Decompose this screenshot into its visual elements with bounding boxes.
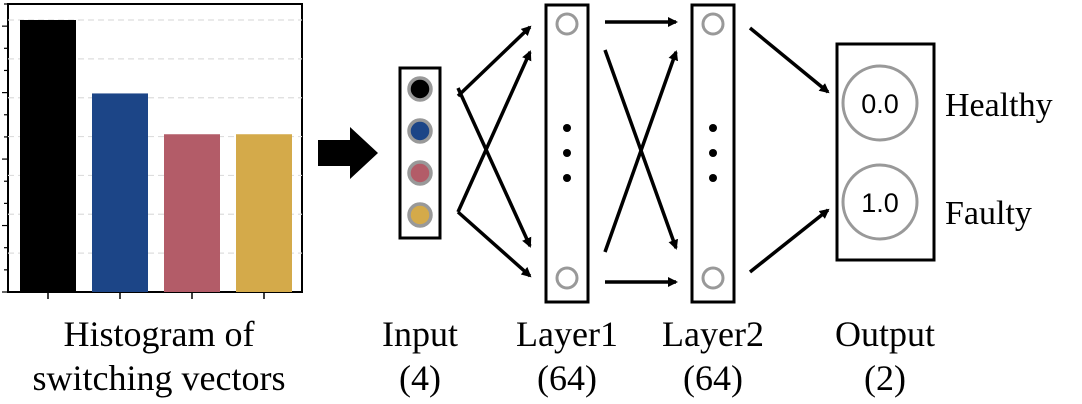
histogram-ticks [2,3,265,299]
input-neuron [407,160,433,186]
layer1 [544,3,590,304]
histogram-bar [20,20,76,292]
input-neuron [407,118,433,144]
edge-layer2-to-output-healthy [748,26,830,94]
layer1-caption: Layer1 (64) [507,312,627,400]
layer1-caption-name: Layer1 [516,314,618,354]
output-caption-size: (2) [864,358,906,398]
layer1-bottom-neuron [555,266,579,290]
output-neuron-faulty [841,163,919,241]
output-neuron-healthy [841,64,919,142]
input-neuron [407,202,433,228]
histogram-bar [236,134,292,292]
output-value-faulty: 1.0 [861,188,899,218]
layer1-dot [563,174,571,182]
input-caption-name: Input [382,314,458,354]
layer2 [690,3,736,304]
histogram-bar [92,93,148,292]
histogram-bar [164,134,220,292]
input-layer [398,66,442,240]
input-nodes [407,76,433,228]
layer2-top-neuron [701,12,725,36]
layer1-dot [563,124,571,132]
histogram-caption-line2: switching vectors [32,358,286,398]
output-label-faulty: Faulty [945,195,1032,232]
edge-input-to-layer1-bottom [456,87,532,248]
output-layer: 0.0 1.0 [835,42,936,262]
connections [456,17,830,287]
histogram-panel [2,3,303,299]
input-neuron [407,76,433,102]
input-caption: Input (4) [370,312,470,400]
edge-layer1-to-layer2-top [603,50,679,253]
input-caption-size: (4) [399,358,441,398]
histogram-bars [20,20,292,292]
histogram-caption-line1: Histogram of [63,314,255,354]
layer2-caption: Layer2 (64) [653,312,773,400]
flow-arrow [318,127,378,179]
histogram-caption: Histogram of switching vectors [0,312,318,400]
output-label-healthy: Healthy [945,87,1053,124]
edge-input-to-layer1-top [456,25,532,98]
edge-input-to-layer1-bottom [456,210,532,278]
layer2-caption-name: Layer2 [662,314,764,354]
layer2-dot [709,174,717,182]
layer2-bottom-neuron [701,266,725,290]
layer2-dot [709,124,717,132]
edge-input-to-layer1-top [456,50,532,213]
output-value-healthy: 0.0 [861,89,899,119]
output-caption-name: Output [834,314,935,354]
layer2-dot [709,149,717,157]
layer1-top-neuron [555,12,579,36]
layer2-caption-size: (64) [683,358,743,398]
layer1-dot [563,149,571,157]
output-caption: Output (2) [820,312,950,400]
layer1-caption-size: (64) [537,358,597,398]
edge-layer2-to-output-faulty [748,208,830,274]
